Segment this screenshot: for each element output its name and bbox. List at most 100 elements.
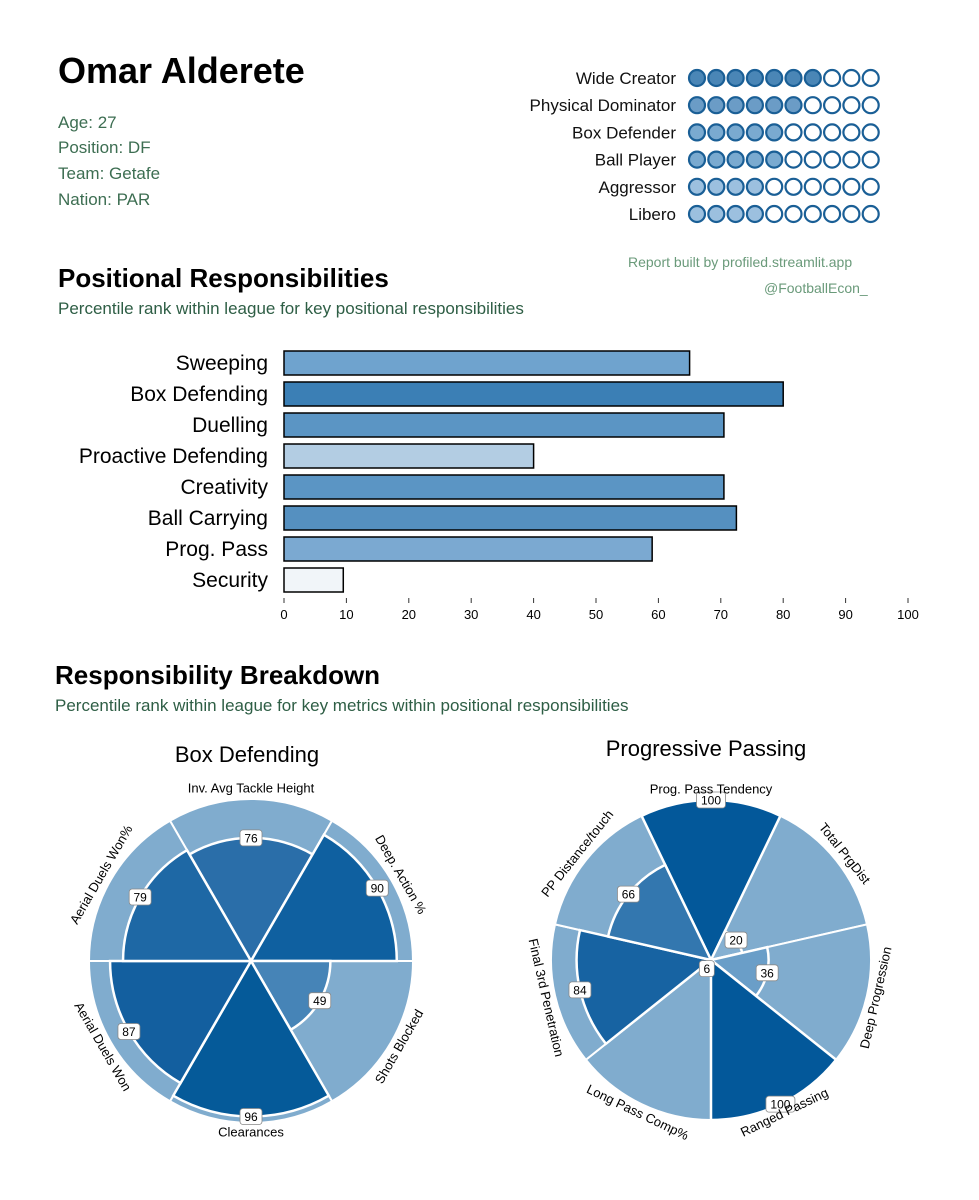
player-team: Team: Getafe [58,164,161,183]
report-credit: Report built by profiled.streamlit.app [628,254,853,270]
archetype-dot-physical-dominator-3 [726,96,745,115]
x-tick-label-10: 10 [339,607,353,622]
radar-value-prog-pass-tendency: 100 [701,794,721,808]
radar-title-box-defending: Box Defending [175,742,319,767]
archetype-label-wide-creator: Wide Creator [576,69,676,88]
archetype-dot-physical-dominator-10 [861,96,880,115]
breakdown-title: Responsibility Breakdown [55,660,381,690]
radar-bg-long-pass-comp [584,957,712,1122]
archetype-dot-ball-player-10 [861,150,880,169]
x-tick-label-100: 100 [897,607,919,622]
radar-value-aerial-duels-won: 87 [122,1025,136,1039]
archetype-dot-box-defender-3 [726,123,745,142]
bar-label-proactive-defending: Proactive Defending [79,445,268,468]
archetype-dot-ball-player-5 [765,150,784,169]
archetype-dot-aggressor-7 [803,177,822,196]
radar-value-box-total-prgdist [724,931,748,949]
radar-value-deep-progression: 36 [760,966,774,980]
x-tick-label-90: 90 [838,607,852,622]
radar-value-box-long-pass-comp [698,960,715,978]
radar-value-box-deep-progression [755,964,779,982]
archetype-dot-wide-creator-5 [765,68,784,88]
radar-value-box-aerial-duels-won [117,1023,141,1040]
x-tick-label-80: 80 [776,607,790,622]
archetype-dot-libero-2 [707,204,726,224]
archetype-dot-ball-player-7 [803,150,822,169]
radar-value-box-inv-avg-tackle-height [239,829,263,847]
bar-sweeping [283,350,691,376]
radar-value-box-deep-action [365,879,389,897]
radar-value-box-final-3rd-penetration [568,981,592,999]
archetype-dot-libero-1 [687,204,707,224]
bar-label-duelling: Duelling [192,414,268,437]
bar-label-creativity: Creativity [180,476,268,499]
bar-duelling [283,412,725,438]
bar-proactive-defending [283,443,535,469]
archetype-dot-wide-creator-8 [823,68,842,88]
positional-title: Positional Responsibilities [58,263,389,293]
archetype-dot-wide-creator-7 [803,68,822,88]
bar-label-ball-carrying: Ball Carrying [148,507,268,530]
archetype-dot-libero-9 [842,204,861,224]
archetype-dot-physical-dominator-6 [784,96,803,115]
radar-bg-total-prgdist [709,814,869,962]
bar-ball-carrying [283,505,738,531]
radar-value-box-pp-distance-touch [617,885,640,903]
archetype-dot-ball-player-1 [687,150,707,169]
x-tick-label-70: 70 [714,607,728,622]
radar-value-box-aerial-duels-won [128,888,152,906]
x-tick-label-60: 60 [651,607,665,622]
x-tick-label-40: 40 [526,607,540,622]
archetype-dot-physical-dominator-1 [687,96,707,115]
bar-label-prog-pass: Prog. Pass [165,538,268,561]
radar-value-long-pass-comp: 6 [703,962,710,976]
radar-value-box-shots-blocked [308,992,332,1010]
archetype-dot-libero-7 [803,204,822,224]
bar-creativity [283,474,725,500]
archetype-label-aggressor: Aggressor [599,178,677,197]
x-tick-label-30: 30 [464,607,478,622]
archetype-dot-libero-6 [784,204,803,224]
x-tick-label-20: 20 [402,607,416,622]
archetype-dot-ball-player-4 [745,150,764,169]
archetype-dot-wide-creator-1 [687,68,707,88]
archetype-dot-chart: Wide Creator Physical Dominator Box Defend… [530,68,880,224]
archetype-dot-aggressor-5 [765,177,784,196]
archetype-label-ball-player: Ball Player [595,151,677,170]
archetype-dot-libero-8 [823,204,842,224]
archetype-dot-box-defender-8 [823,123,842,142]
radar-value-box-ranged-passing [765,1095,796,1113]
radar-value-clearances: 96 [244,1110,258,1124]
archetype-dot-libero-4 [745,204,764,224]
archetype-dot-box-defender-5 [765,123,784,142]
archetype-dot-physical-dominator-9 [842,96,861,115]
radar-label-clearances: Clearances [218,1124,284,1139]
archetype-dot-physical-dominator-4 [745,96,764,115]
radar-title-progressive-passing: Progressive Passing [606,736,807,761]
radar-value-final-3rd-penetration: 84 [573,983,587,997]
radar-value-box-clearances [239,1108,263,1125]
radar-value-total-prgdist: 20 [729,934,743,948]
bar-label-box-defending: Box Defending [130,383,268,406]
archetype-dot-libero-5 [765,204,784,224]
radar-value-box-prog-pass-tendency [696,791,726,809]
archetype-dot-ball-player-6 [784,150,803,169]
radar-value-aerial-duels-won: 79 [133,891,147,905]
archetype-dot-wide-creator-4 [745,68,764,88]
breakdown-subtitle: Percentile rank within league for key me… [55,696,629,715]
positional-bar-chart: Sweeping Box Defending Duelling Proactive D… [79,350,919,622]
radar-value-shots-blocked: 49 [313,994,327,1008]
archetype-label-libero: Libero [629,205,676,224]
player-nation: Nation: PAR [58,190,151,209]
positional-subtitle: Percentile rank within league for key po… [58,299,524,318]
radar-value-deep-action: 90 [371,882,385,896]
archetype-dot-libero-10 [861,204,880,224]
archetype-dot-aggressor-3 [726,177,745,196]
archetype-label-box-defender: Box Defender [572,123,676,142]
archetype-dot-wide-creator-10 [861,68,880,88]
archetype-dot-wide-creator-9 [842,68,861,88]
archetype-dot-libero-3 [726,204,745,224]
player-age: Age: 27 [58,113,117,132]
